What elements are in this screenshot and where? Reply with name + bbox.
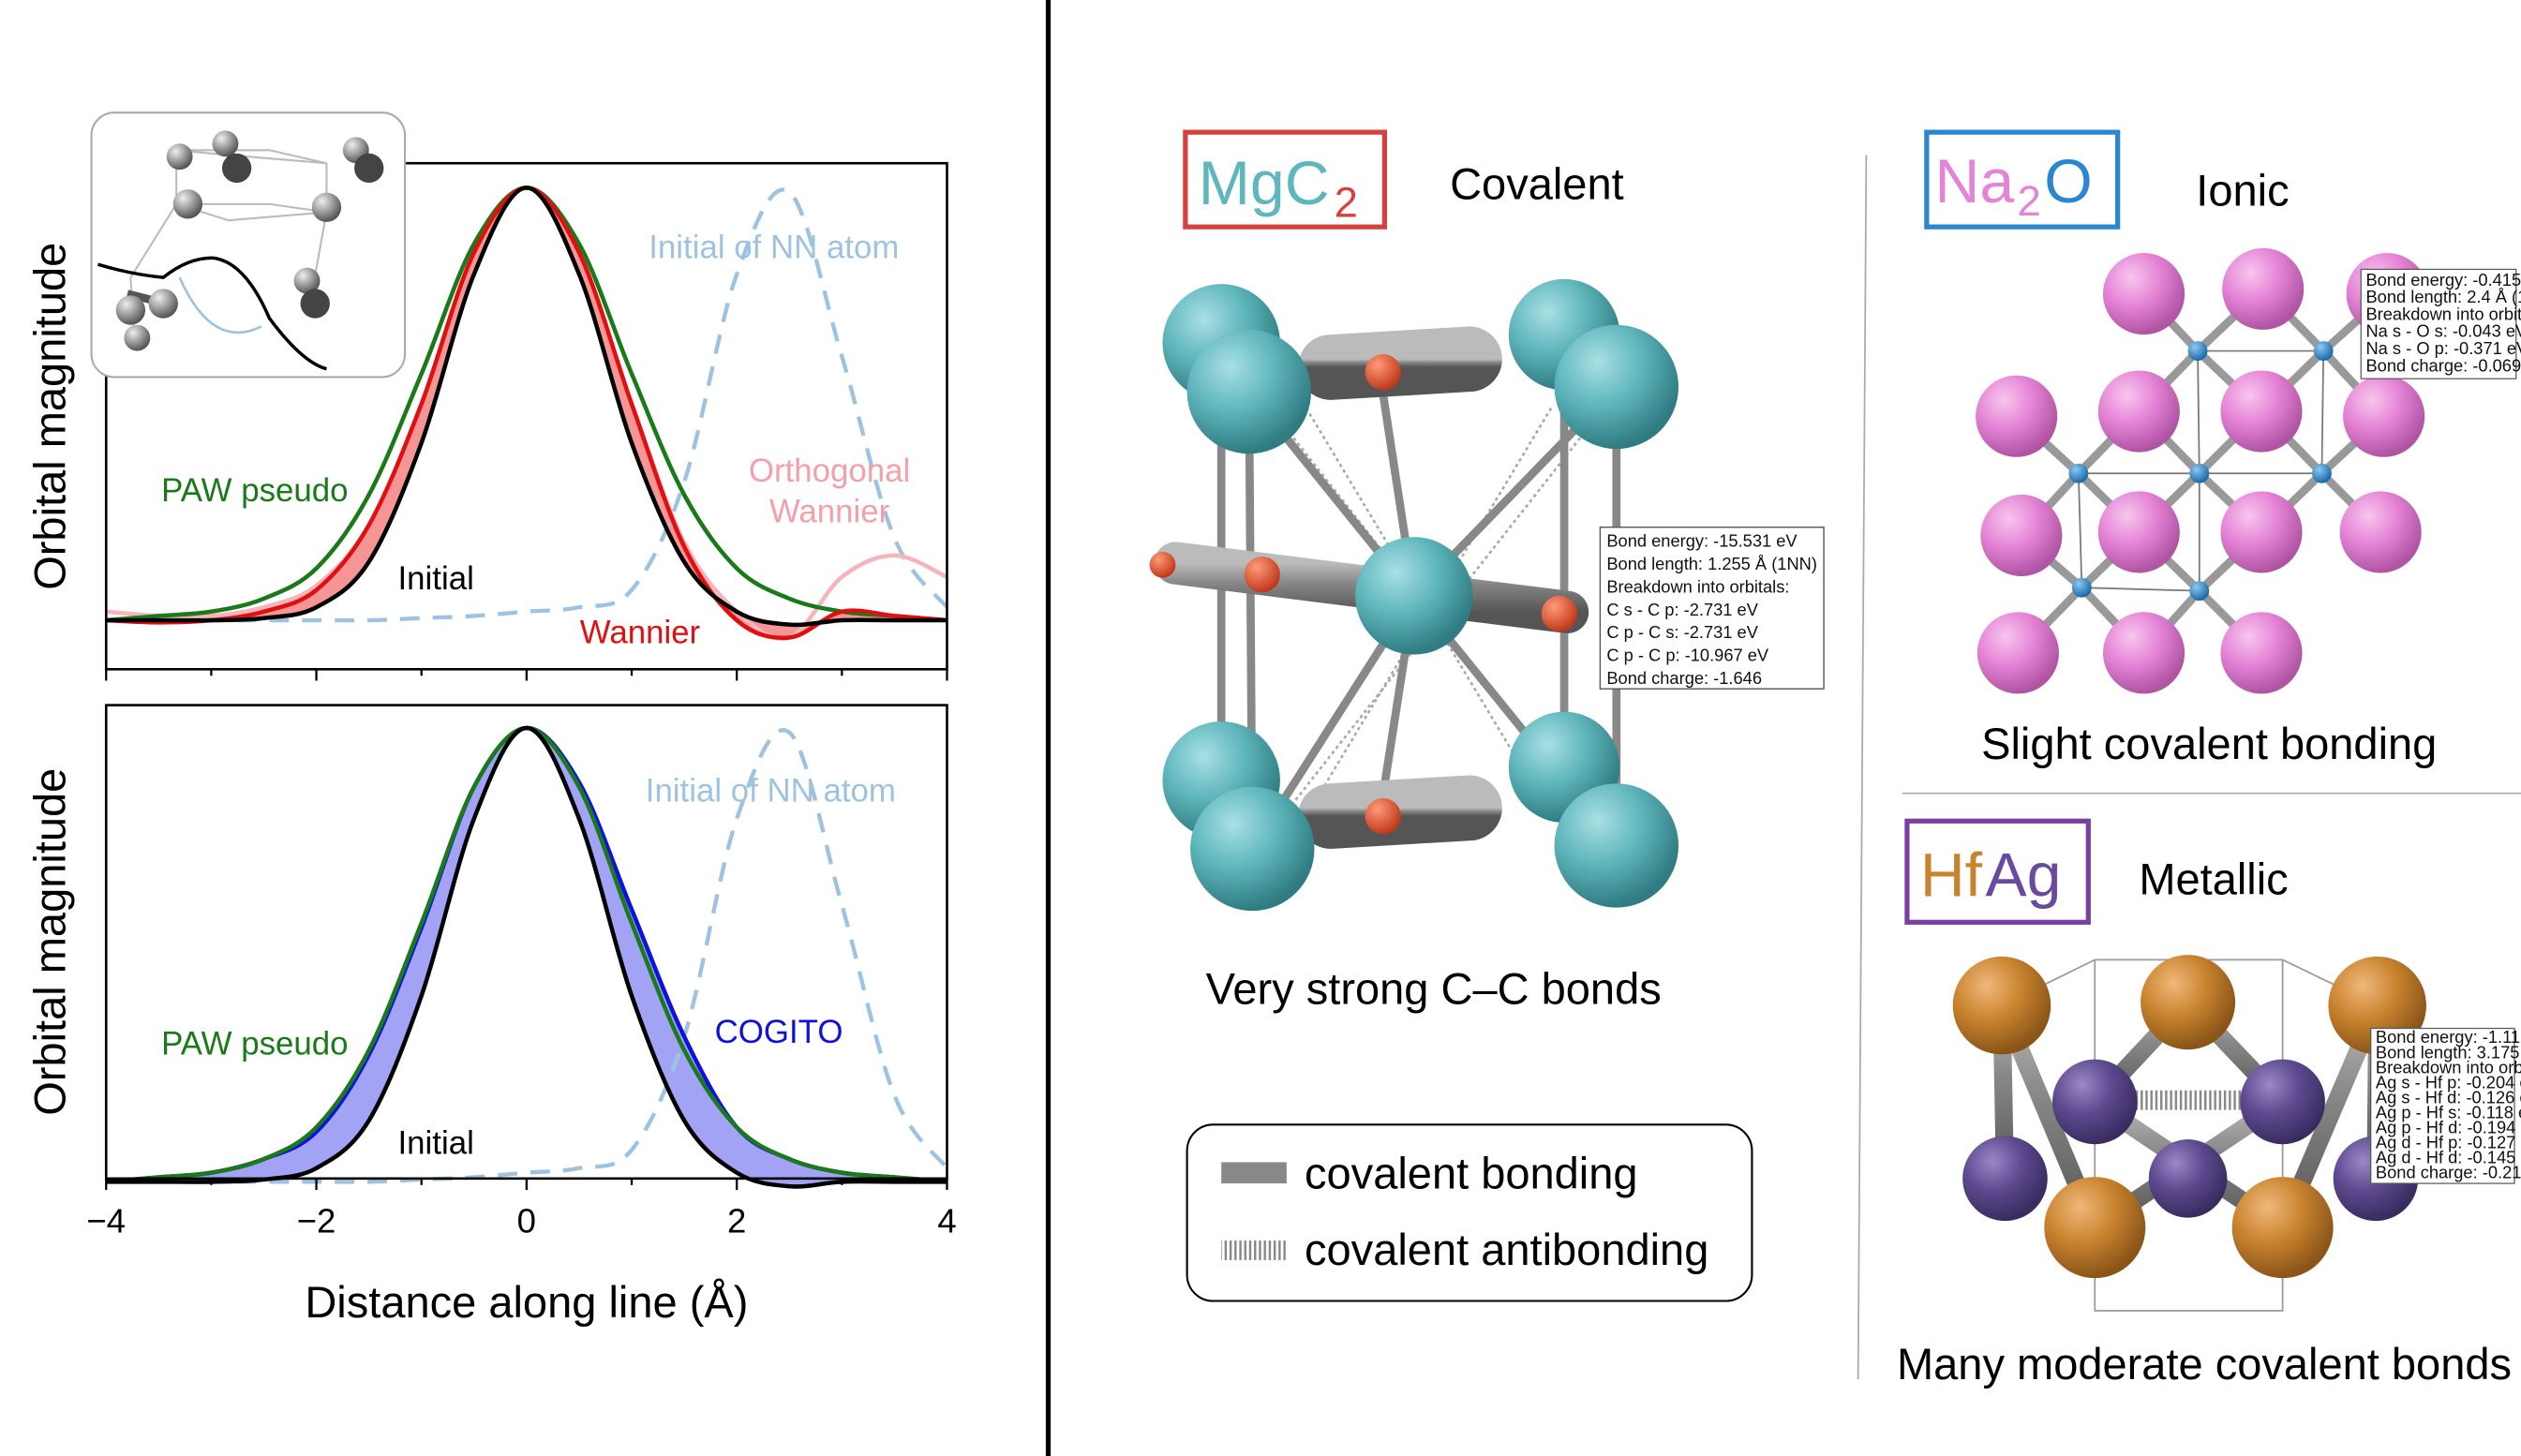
na2o-caption: Slight covalent bonding (1981, 719, 2437, 768)
tooltip-line: C p - C s: -2.731 eV (1606, 622, 1758, 642)
x-tick-label: −2 (297, 1201, 336, 1240)
x-tick-label: 2 (727, 1201, 746, 1240)
na-atom (2220, 612, 2303, 694)
hfag-bond-type: Metallic (2139, 854, 2288, 904)
curve-label-cogito: COGITO (715, 1014, 843, 1050)
covalent-antibonding-swatch (1221, 1241, 1287, 1260)
tooltip-line: Ag p - Hf s: -0.118 eV (2376, 1102, 2521, 1122)
tooltip-line: Bond charge: -1.646 (1606, 668, 1762, 688)
mgc2-formula: MgC 2 (1199, 149, 1358, 227)
curve-label-orth1: Orthogonal (749, 453, 910, 489)
tooltip-line: C p - C p: -10.967 eV (1606, 646, 1769, 665)
na-atom (2097, 491, 2180, 573)
tooltip-line: Ag d - Hf d: -0.145 eV (2376, 1147, 2521, 1166)
o-atom (2187, 341, 2208, 362)
series-line-initial (106, 186, 947, 628)
legend-antibonding-label: covalent antibonding (1305, 1225, 1708, 1274)
na2o-formula-box (1924, 129, 2121, 230)
curve-label-initial: Initial (398, 1125, 474, 1162)
o-atom (2313, 341, 2334, 362)
mgc2-formula-box (1183, 129, 1388, 230)
inset-orbital-curve (97, 256, 327, 371)
na2o-bond-type: Ionic (2196, 166, 2289, 215)
tooltip-line: Breakdown into orbitals: (1606, 576, 1789, 596)
na-atom (2220, 491, 2303, 573)
tooltip-line: Ag s - Hf p: -0.204 eV (2376, 1072, 2521, 1092)
tooltip-line: Bond energy: -15.531 eV (1606, 531, 1798, 551)
na2o-formula: Na 2O (1935, 147, 2093, 225)
x-tick-label: 4 (937, 1201, 956, 1240)
x-tick-label: −4 (86, 1201, 126, 1240)
o-atom (2311, 463, 2332, 483)
bond-legend: covalent bonding covalent antibonding (1186, 1123, 1753, 1302)
legend-bonding-label: covalent bonding (1305, 1148, 1638, 1197)
mgc2-structure (1149, 278, 1679, 912)
separator-vertical (1857, 155, 1868, 1380)
tooltip-line: Bond charge: -0.219 (2376, 1162, 2521, 1181)
curve-label-paw: PAW pseudo (161, 1025, 348, 1062)
na-atom (1977, 612, 2059, 694)
hfag-structure (1952, 955, 2426, 1312)
tooltip-line: C s - C p: -2.731 eV (1606, 600, 1758, 619)
na-atom (2339, 491, 2422, 573)
na-atom (1976, 375, 2058, 457)
na-atom (2343, 375, 2425, 457)
na-atom (2220, 370, 2303, 453)
tooltip-line: Na s - O p: -0.371 eV (2365, 338, 2521, 358)
tooltip-line: Ag p - Hf d: -0.194 eV (2376, 1117, 2521, 1137)
hfag-caption: Many moderate covalent bonds (1897, 1339, 2512, 1389)
na2o-bond-tooltip: Bond energy: -0.415 eV Bond length: 2.4 … (2360, 268, 2521, 379)
na-atom (2222, 247, 2305, 330)
tooltip-line: Bond energy: -0.415 eV (2365, 270, 2521, 290)
mgc2-bond-tooltip: Bond energy: -15.531 eV Bond length: 1.2… (1599, 527, 1825, 690)
structure-inset (90, 111, 407, 379)
o-atom (2068, 463, 2089, 483)
tooltip-line: Bond length: 3.175 Å (3NN) (2376, 1042, 2521, 1062)
mgc2-bond-type: Covalent (1450, 159, 1624, 209)
na-atom (2097, 370, 2180, 453)
plot-top: Orbital magnitude Initial of NN atom PAW p… (25, 161, 949, 681)
curve-label-nn: Initial of NN atom (649, 229, 899, 265)
o-atom (2189, 463, 2210, 483)
hfag-formula: HfAg (1920, 840, 2062, 910)
y-axis-label: Orbital magnitude (25, 768, 75, 1116)
mgc2-caption: Very strong C–C bonds (1206, 963, 1662, 1013)
o-atom (2189, 581, 2210, 602)
mgc2-panel: MgC 2 Covalent (1149, 129, 1825, 1013)
tooltip-line: Bond charge: -0.069 (2365, 355, 2521, 375)
covalent-bonding-swatch (1221, 1162, 1287, 1184)
series-line-initial-of-nn-atom (106, 187, 949, 623)
tooltip-line: Breakdown into orbitals: (2376, 1057, 2521, 1077)
tooltip-line: Bond energy: -1.112 eV (2376, 1027, 2521, 1047)
hfag-bond-tooltip: Bond energy: -1.112 eV Bond length: 3.17… (2370, 1027, 2521, 1184)
tooltip-line: Ag s - Hf d: -0.126 eV (2376, 1087, 2521, 1107)
plot-bottom: Orbital magnitude −4 −2 0 2 4 Distance along l… (25, 704, 957, 1327)
series-line-initial-of-nn-atom (106, 728, 949, 1184)
na2o-structure (1976, 247, 2428, 694)
tooltip-line: Bond length: 2.4 Å (1NN) (2365, 287, 2521, 306)
hfag-formula-box (1904, 818, 2091, 925)
o-atom (2071, 577, 2092, 598)
tooltip-line: Bond length: 1.255 Å (1NN) (1606, 554, 1817, 573)
tooltip-line: Breakdown into orbitals: (2365, 304, 2521, 323)
curve-label-nn: Initial of NN atom (646, 772, 896, 809)
curve-label-initial: Initial (398, 560, 474, 597)
hfag-panel: HfAg Metallic Bond energy: -1.112 eV Bon… (1897, 818, 2521, 1389)
y-axis-label: Orbital magnitude (25, 243, 75, 590)
curve-label-orth2: Wannier (769, 493, 890, 529)
curve-label-paw: PAW pseudo (161, 472, 348, 509)
tooltip-line: Na s - O s: -0.043 eV (2365, 321, 2521, 341)
x-axis-label: Distance along line (Å) (305, 1277, 748, 1327)
curve-label-wannier: Wannier (580, 614, 701, 650)
na-atom (2102, 612, 2185, 694)
tooltip-line: Ag d - Hf p: -0.127 eV (2376, 1132, 2521, 1151)
na-atom (2102, 253, 2185, 335)
na-atom (1980, 494, 2063, 576)
x-tick-label: 0 (517, 1201, 536, 1240)
